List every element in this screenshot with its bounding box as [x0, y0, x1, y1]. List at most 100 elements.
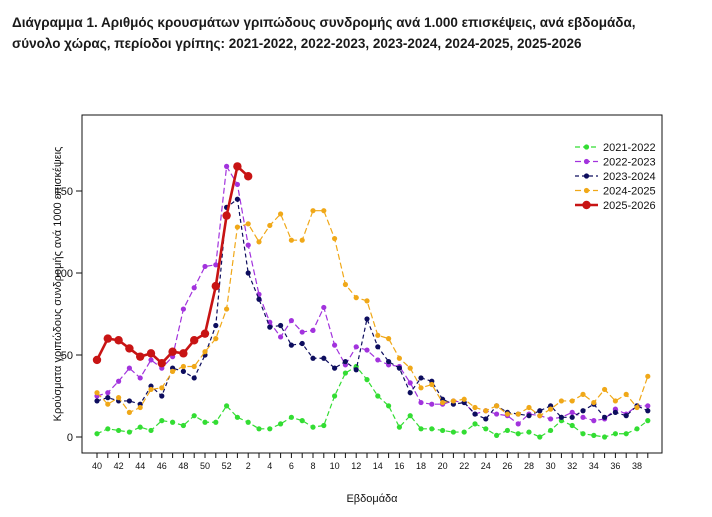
data-point-2022-2023: [429, 401, 435, 407]
data-point-2024-2025: [234, 224, 240, 230]
data-point-2025-2026: [103, 334, 113, 343]
data-point-2022-2023: [126, 365, 132, 371]
data-point-2024-2025: [245, 221, 251, 227]
data-point-2024-2025: [418, 385, 424, 391]
data-point-2021-2022: [137, 424, 143, 430]
series-line-2025-2026: [95, 165, 250, 365]
data-point-2022-2023: [105, 390, 111, 396]
data-point-2021-2022: [526, 429, 532, 435]
x-tick-label: 28: [524, 461, 534, 471]
data-point-2021-2022: [94, 431, 100, 437]
data-point-2021-2022: [602, 434, 608, 440]
data-point-2024-2025: [375, 332, 381, 338]
x-tick-label: 36: [610, 461, 620, 471]
data-point-2023-2024: [526, 413, 532, 419]
data-point-2023-2024: [396, 365, 402, 371]
legend-label-2023-2024: 2023-2024: [603, 171, 656, 183]
data-point-2022-2023: [321, 304, 327, 311]
x-tick-label: 26: [502, 461, 512, 471]
data-point-2023-2024: [191, 375, 197, 381]
data-point-2021-2022: [569, 422, 575, 429]
data-point-2021-2022: [332, 393, 338, 399]
data-point-2023-2024: [580, 408, 586, 414]
data-point-2023-2024: [342, 358, 348, 365]
data-point-2021-2022: [494, 432, 500, 438]
data-point-2021-2022: [440, 427, 446, 434]
data-point-2021-2022: [580, 431, 586, 437]
data-point-2022-2023: [180, 306, 186, 312]
data-point-2025-2026: [136, 352, 145, 361]
data-point-2023-2024: [623, 413, 629, 419]
data-point-2023-2024: [321, 355, 327, 361]
data-point-2024-2025: [548, 406, 554, 412]
data-point-2021-2022: [159, 418, 165, 424]
data-point-2022-2023: [267, 319, 273, 325]
x-tick-label: 46: [157, 461, 167, 471]
data-point-2024-2025: [407, 365, 413, 371]
x-tick-label: 2: [246, 461, 251, 471]
data-point-2023-2024: [645, 408, 651, 414]
data-point-2021-2022: [148, 427, 154, 434]
x-tick-label: 10: [330, 461, 340, 471]
data-point-2022-2023: [234, 181, 240, 188]
data-point-2023-2024: [332, 365, 338, 371]
data-point-2021-2022: [321, 422, 327, 429]
data-point-2025-2026: [222, 211, 231, 220]
data-point-2022-2023: [494, 411, 500, 417]
data-point-2024-2025: [180, 363, 186, 370]
data-point-2021-2022: [299, 418, 305, 424]
data-point-2024-2025: [645, 373, 651, 379]
data-point-2025-2026: [233, 162, 242, 171]
x-tick-label: 14: [373, 461, 383, 471]
data-point-2024-2025: [429, 381, 435, 388]
data-point-2022-2023: [515, 421, 521, 427]
legend-marker-2024-2025: [583, 187, 590, 194]
data-point-2022-2023: [375, 357, 381, 363]
x-tick-label: 52: [222, 461, 232, 471]
data-point-2024-2025: [353, 295, 359, 301]
data-point-2021-2022: [375, 393, 381, 399]
data-point-2025-2026: [92, 355, 102, 365]
data-point-2024-2025: [396, 355, 402, 361]
data-point-2023-2024: [267, 324, 273, 330]
data-point-2024-2025: [126, 409, 132, 415]
data-point-2024-2025: [440, 399, 446, 406]
data-point-2023-2024: [407, 390, 413, 396]
data-point-2025-2026: [244, 172, 253, 181]
data-point-2023-2024: [386, 358, 392, 365]
data-point-2021-2022: [418, 426, 424, 432]
data-point-2023-2024: [288, 342, 294, 348]
data-point-2021-2022: [202, 419, 208, 425]
y-axis-label: Κρούσματα γριπώδους συνδρομής ανά 1000 ε…: [52, 147, 64, 422]
x-tick-label: 44: [135, 461, 145, 471]
legend-marker-2023-2024: [583, 173, 590, 179]
data-point-2024-2025: [267, 222, 273, 229]
data-point-2021-2022: [310, 424, 316, 430]
data-point-2021-2022: [591, 432, 597, 438]
data-point-2021-2022: [256, 426, 262, 432]
data-point-2023-2024: [94, 398, 100, 404]
data-point-2021-2022: [612, 431, 619, 437]
data-point-2021-2022: [634, 426, 640, 432]
data-point-2024-2025: [148, 386, 154, 393]
data-point-2022-2023: [224, 163, 230, 169]
data-point-2024-2025: [591, 399, 597, 406]
data-point-2023-2024: [299, 340, 305, 347]
data-point-2024-2025: [310, 208, 316, 214]
x-tick-label: 32: [567, 461, 577, 471]
series-line-2023-2024: [96, 198, 649, 420]
data-point-2022-2023: [364, 347, 370, 353]
data-point-2024-2025: [612, 398, 619, 404]
data-point-2022-2023: [645, 403, 651, 409]
data-point-2021-2022: [386, 403, 392, 409]
data-point-2021-2022: [278, 421, 284, 427]
data-point-2023-2024: [256, 296, 262, 302]
data-point-2024-2025: [278, 211, 284, 217]
data-point-2024-2025: [256, 239, 262, 245]
data-point-2024-2025: [602, 386, 608, 393]
data-point-2023-2024: [245, 270, 251, 276]
legend-label-2022-2023: 2022-2023: [603, 157, 656, 169]
data-point-2024-2025: [526, 404, 532, 411]
data-point-2024-2025: [580, 391, 586, 397]
